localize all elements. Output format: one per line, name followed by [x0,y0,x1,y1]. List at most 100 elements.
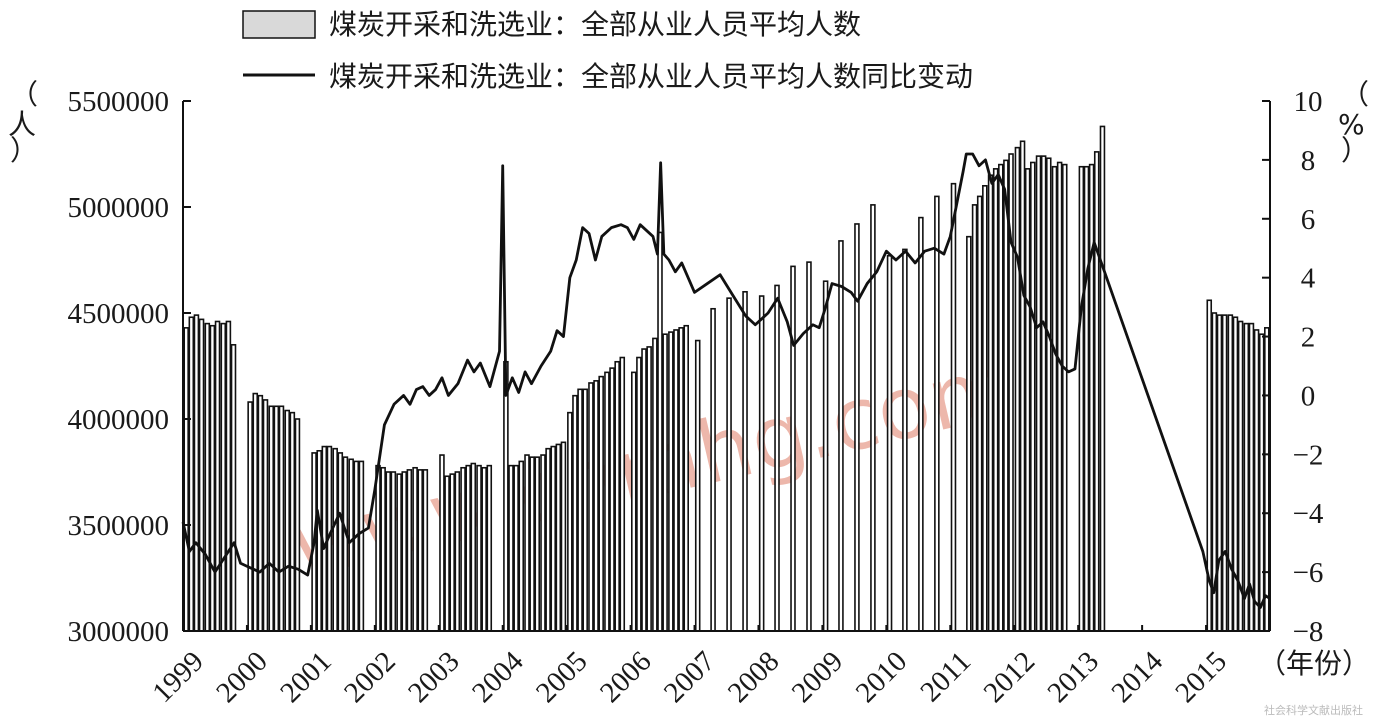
bar-110 [1014,146,1021,632]
bar-30 [375,464,381,632]
bar-104 [982,185,988,632]
bar-42 [449,473,455,632]
bar-113 [1030,161,1036,632]
bars [183,125,1270,632]
bar-55 [529,456,535,632]
bar-38 [417,469,423,632]
bar-15 [273,405,280,632]
bar-122 [1088,163,1095,632]
x-tick-labels: 1999 2000 2001 2002 2003 2004 2005 2006 2007 2008… [146,625,1233,709]
bar-35 [401,471,408,632]
bar-29 [358,460,365,632]
bar-129 [1227,314,1234,632]
x-tick-label: 2014 [1105,645,1169,709]
bar-16 [278,405,285,632]
bar-135 [1258,333,1265,632]
bar-102 [971,204,978,632]
y-right-unit: （ % ） [1338,78,1369,167]
bar-61 [560,441,567,632]
bar-89 [774,284,780,632]
x-unit: （年份） [1258,647,1370,680]
y-left-tick-label: 5000000 [68,192,170,224]
bar-33 [390,471,397,632]
bar-77 [652,337,658,632]
bar-119 [1061,163,1068,632]
bar-106 [992,168,999,632]
bar-47 [476,464,482,632]
bar-134 [1253,329,1260,632]
bar-3 [198,318,205,632]
bar-26 [342,456,349,632]
y-left-unit: （ 人 ） [8,78,38,167]
x-tick-label: 2009 [786,645,850,709]
bar-93 [838,240,844,632]
bar-5 [209,324,216,632]
yoy-change-line [181,152,1271,609]
bar-107 [998,163,1004,632]
bar-2 [193,314,200,632]
y-right-tick-label: −4 [1293,498,1324,530]
bar-34 [396,473,402,632]
bar-54 [524,454,530,632]
bar-13 [262,399,269,632]
bar-67 [593,380,599,632]
bar-9 [230,343,237,632]
bar-45 [465,464,471,632]
x-tick-label: 1999 [146,645,210,709]
bar-95 [870,204,876,632]
bar-85 [710,307,716,632]
bar-83 [683,324,689,632]
bar-90 [790,265,796,632]
bar-121 [1083,165,1090,632]
bar-66 [588,382,594,632]
bar-118 [1056,161,1063,632]
bar-130 [1232,316,1239,632]
bar-50 [503,360,509,632]
bar-53 [518,460,525,632]
bar-6 [214,320,221,632]
bar-12 [257,394,264,632]
bar-91 [806,261,812,632]
y-left-unit-open: （ [10,78,38,111]
x-tick-label: 2010 [850,645,914,709]
y-right-tick-label: −6 [1293,557,1324,589]
bar-28 [353,460,360,632]
bar-36 [406,469,413,632]
y-right-tick-label: 6 [1301,204,1316,236]
bar-96 [886,254,893,632]
bar-21 [316,449,322,632]
bar-128 [1221,314,1228,632]
bar-71 [614,360,620,632]
bar-74 [636,356,642,632]
bar-72 [619,356,626,632]
bar-44 [460,466,466,632]
bar-84 [694,339,701,632]
bar-87 [742,290,748,632]
bar-80 [668,331,674,632]
bar-68 [598,375,604,632]
bar-57 [540,454,546,632]
y-right-unit-close: ） [1341,134,1369,167]
bar-7 [220,322,227,632]
bar-116 [1045,157,1052,632]
bar-31 [380,466,386,632]
bar-4 [204,322,211,632]
legend-bar-label: 煤炭开采和洗选业：全部从业人员平均人数 [329,8,861,41]
bar-115 [1040,155,1047,632]
bar-43 [454,471,461,632]
bar-41 [444,475,450,632]
bar-117 [1051,165,1058,632]
y-right-tick-label: 8 [1301,145,1316,177]
bar-60 [555,443,562,632]
bar-99 [934,195,940,632]
y-left-tick-label: 5500000 [68,86,170,118]
y-right-unit-open: （ [1341,78,1369,111]
y-right-tick-label: 10 [1294,86,1323,118]
x-tick-label: 2012 [978,645,1042,709]
bar-111 [1019,140,1026,632]
bar-100 [950,182,957,632]
bar-123 [1093,151,1100,632]
bar-98 [918,216,924,632]
bar-114 [1035,155,1042,632]
